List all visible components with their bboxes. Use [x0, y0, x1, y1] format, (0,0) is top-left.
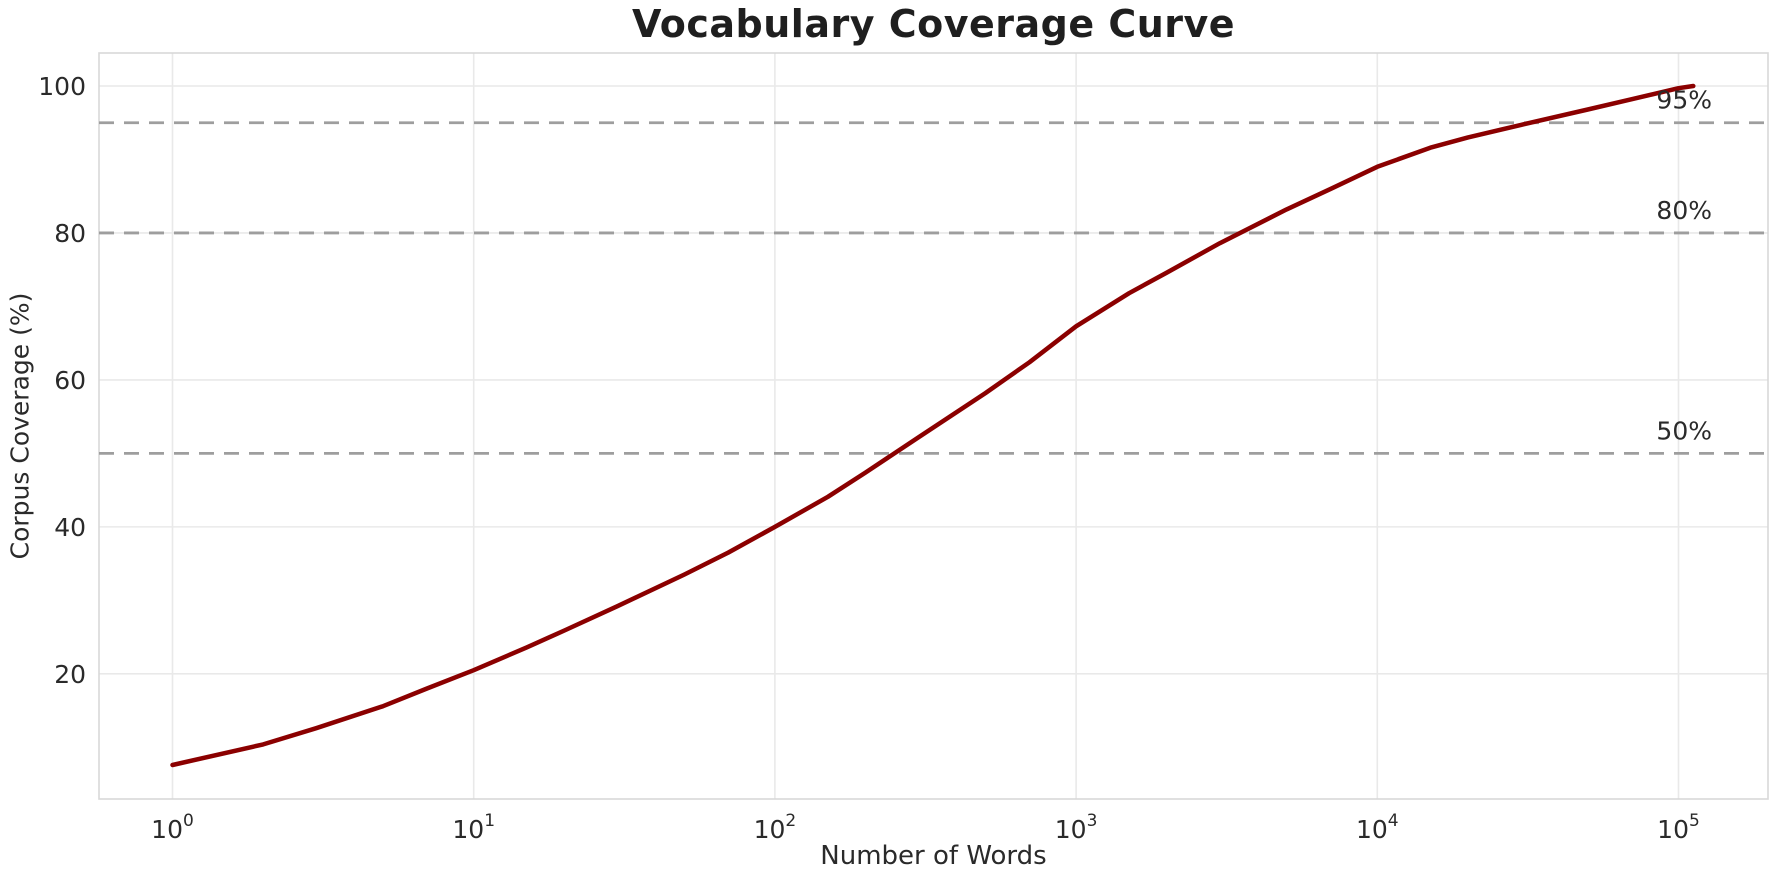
y-tick-label: 20: [54, 660, 86, 689]
x-tick-label: 105: [1657, 811, 1700, 844]
y-tick-label: 40: [54, 513, 86, 542]
y-tick-label: 80: [54, 219, 86, 248]
x-tick-label: 101: [452, 811, 495, 844]
reference-line-label-95%: 95%: [1656, 86, 1712, 115]
x-tick-label: 100: [151, 811, 194, 844]
x-tick-label: 102: [754, 811, 797, 844]
chart-title: Vocabulary Coverage Curve: [631, 2, 1236, 46]
coverage-curve: [170, 83, 1696, 768]
reference-line-label-80%: 80%: [1656, 196, 1712, 225]
plot-border: [98, 52, 1769, 800]
x-axis-label: Number of Words: [820, 841, 1047, 871]
y-tick-label: 60: [54, 366, 86, 395]
y-tick-label: 100: [38, 72, 86, 101]
reference-line-label-50%: 50%: [1656, 416, 1712, 445]
x-tick-label: 103: [1055, 811, 1098, 844]
x-tick-label: 104: [1356, 811, 1399, 844]
